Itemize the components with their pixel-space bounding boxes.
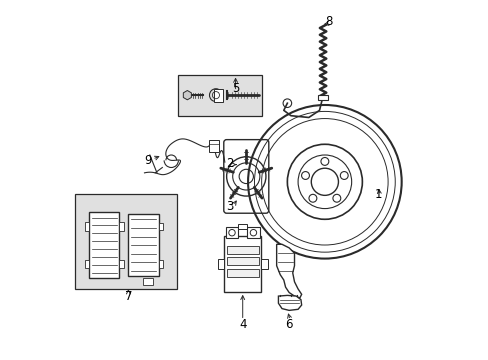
Bar	[208, 140, 219, 153]
Bar	[159, 222, 163, 230]
Bar	[238, 224, 246, 229]
Text: 9: 9	[144, 154, 151, 167]
Bar	[217, 258, 224, 269]
Bar	[159, 260, 163, 268]
Bar	[226, 269, 258, 277]
Bar	[225, 227, 238, 238]
Bar	[226, 257, 258, 265]
Bar	[214, 89, 223, 102]
Bar	[246, 227, 259, 238]
Bar	[84, 222, 89, 231]
Bar	[142, 278, 153, 285]
Bar	[226, 246, 258, 254]
Text: 8: 8	[324, 14, 331, 27]
Text: 7: 7	[124, 289, 132, 303]
Bar	[119, 260, 123, 268]
Bar	[84, 260, 89, 268]
Text: 6: 6	[285, 318, 292, 331]
Bar	[128, 214, 159, 276]
FancyBboxPatch shape	[224, 140, 268, 213]
Polygon shape	[278, 296, 301, 310]
Text: 2: 2	[226, 157, 233, 170]
Text: 5: 5	[231, 82, 239, 95]
Bar	[224, 236, 261, 292]
Polygon shape	[276, 244, 301, 298]
Bar	[89, 212, 119, 278]
Text: 3: 3	[226, 200, 233, 213]
Text: 4: 4	[239, 318, 246, 331]
Bar	[178, 75, 262, 116]
Text: 1: 1	[374, 188, 382, 201]
Bar	[317, 95, 328, 100]
Bar	[75, 194, 176, 289]
Bar	[119, 222, 123, 231]
Bar	[261, 258, 267, 269]
